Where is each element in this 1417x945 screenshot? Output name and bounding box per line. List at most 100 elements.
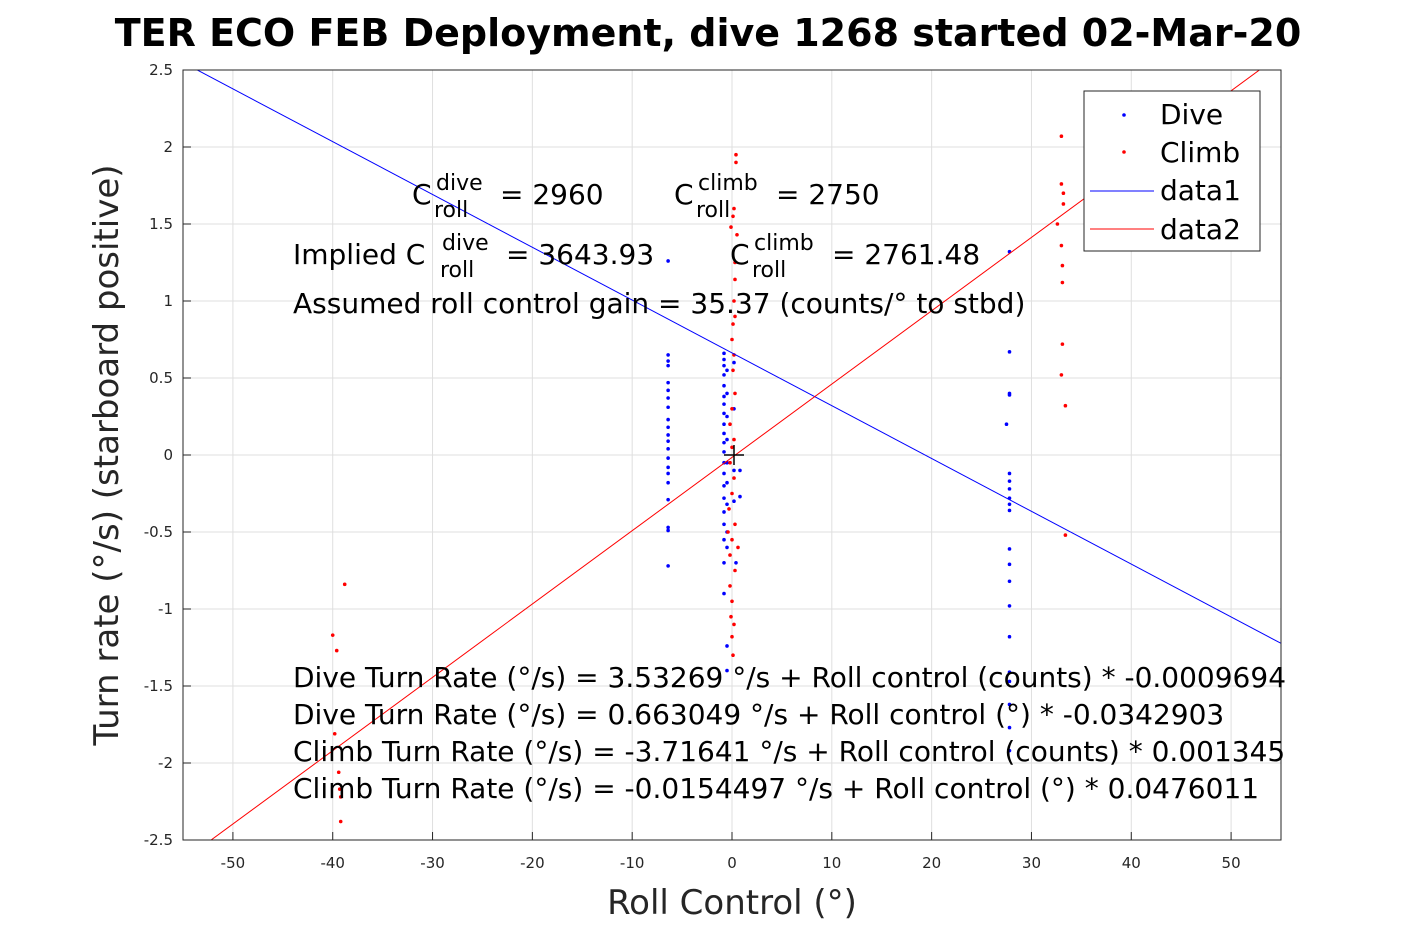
- x-tick-label: 20: [922, 854, 941, 872]
- climb-point: [732, 299, 736, 303]
- dive-point: [1007, 508, 1012, 513]
- climb-point: [728, 553, 732, 557]
- x-tick-label: -10: [620, 854, 645, 872]
- c-climb-sub: roll: [696, 198, 730, 223]
- climb-point: [731, 322, 735, 326]
- climb-point: [732, 206, 736, 211]
- implied-dive-prefix: Implied C: [293, 238, 425, 271]
- equation-dive-degrees: Dive Turn Rate (°/s) = 0.663049 °/s + Ro…: [293, 698, 1224, 731]
- dive-point: [666, 471, 670, 476]
- climb-point: [731, 368, 735, 373]
- y-tick-label: -2.5: [144, 831, 173, 849]
- dive-point: [725, 668, 729, 673]
- dive-point: [1007, 670, 1012, 674]
- x-tick-label: -40: [320, 854, 345, 872]
- climb-point: [732, 476, 736, 480]
- dive-point: [722, 450, 726, 454]
- y-tick-label: -1.5: [144, 677, 173, 695]
- x-tick-label: 40: [1122, 854, 1141, 872]
- series-data1: [196, 70, 1281, 644]
- climb-point: [1060, 263, 1065, 268]
- x-tick-label: 30: [1022, 854, 1041, 872]
- axis-ticks: -50 -40 -30 -20 -10 0 10 20 30 40 50 2.5 2 1.5 1 0.5 0 -0…: [144, 61, 1241, 872]
- dive-point: [1004, 422, 1009, 427]
- climb-point: [337, 787, 342, 791]
- legend-marker-climb: [1122, 150, 1126, 154]
- implied-climb-value: = 2761.48: [832, 238, 980, 271]
- climb-point: [733, 522, 737, 527]
- dive-point: [725, 414, 729, 419]
- dive-point: [722, 510, 726, 514]
- dive-point: [666, 425, 670, 430]
- climb-point: [334, 648, 339, 653]
- climb-point: [338, 795, 343, 799]
- climb-point: [730, 634, 734, 639]
- climb-point: [1059, 182, 1064, 186]
- climb-point: [1063, 533, 1068, 537]
- dive-point: [1007, 634, 1012, 639]
- climb-point: [730, 599, 734, 604]
- dive-point: [666, 465, 670, 470]
- implied-climb-sub: roll: [752, 258, 786, 283]
- climb-point: [736, 545, 740, 550]
- climb-point: [733, 314, 737, 319]
- dive-point: [722, 422, 726, 427]
- dive-point: [1007, 679, 1012, 684]
- dive-point: [666, 447, 670, 451]
- climb-point: [336, 770, 341, 775]
- dive-point: [722, 351, 726, 356]
- c-climb-symbol: C: [674, 178, 694, 211]
- dive-point: [666, 417, 670, 422]
- dive-point: [1007, 562, 1012, 567]
- c-dive-symbol: C: [412, 178, 432, 211]
- dive-point: [666, 480, 670, 485]
- climb-point: [735, 232, 739, 237]
- dive-point: [666, 353, 670, 357]
- plot-frame: [182, 69, 1282, 841]
- dive-point: [1007, 579, 1012, 584]
- legend-label-data2: data2: [1160, 213, 1241, 246]
- dive-point: [732, 360, 736, 365]
- c-dive-sup: dive: [436, 171, 483, 196]
- series-dive: [666, 249, 1012, 753]
- climb-point: [729, 614, 733, 619]
- dive-point: [725, 502, 729, 507]
- dive-point: [722, 496, 726, 500]
- dive-point: [722, 537, 726, 542]
- implied-dive-sub: roll: [440, 258, 474, 283]
- legend: Dive Climb data1 data2: [1083, 90, 1261, 252]
- dive-point: [722, 363, 726, 368]
- y-tick-label: 0: [163, 446, 173, 464]
- x-tick-label: -20: [520, 854, 545, 872]
- climb-point: [1055, 222, 1060, 226]
- dive-point: [738, 468, 742, 473]
- chart-title: TER ECO FEB Deployment, dive 1268 starte…: [115, 11, 1302, 55]
- dive-point: [666, 405, 670, 410]
- dive-point: [722, 357, 726, 362]
- c-dive-sub: roll: [434, 198, 468, 223]
- c-dive-value: = 2960: [500, 178, 604, 211]
- climb-point: [726, 530, 730, 534]
- x-tick-label: 0: [727, 854, 737, 872]
- x-tick-label: -50: [221, 854, 246, 872]
- dive-point: [666, 259, 670, 263]
- y-tick-label: -0.5: [144, 523, 173, 541]
- equation-climb-degrees: Climb Turn Rate (°/s) = -0.0154497 °/s +…: [293, 772, 1259, 805]
- climb-point: [1061, 191, 1066, 195]
- y-tick-label: 1: [163, 292, 173, 310]
- climb-point: [1059, 373, 1064, 377]
- dive-point: [725, 391, 729, 396]
- dive-point: [666, 359, 670, 363]
- climb-point: [1060, 280, 1065, 285]
- legend-label-dive: Dive: [1160, 98, 1223, 131]
- fit-line-data1: [196, 70, 1281, 644]
- dive-point: [725, 368, 729, 373]
- climb-point: [731, 653, 735, 657]
- c-climb-value: = 2750: [776, 178, 880, 211]
- climb-point: [727, 507, 731, 511]
- legend-box: [1083, 90, 1261, 252]
- climb-point: [730, 537, 734, 542]
- y-tick-label: 1.5: [149, 215, 173, 233]
- dive-point: [1007, 502, 1012, 507]
